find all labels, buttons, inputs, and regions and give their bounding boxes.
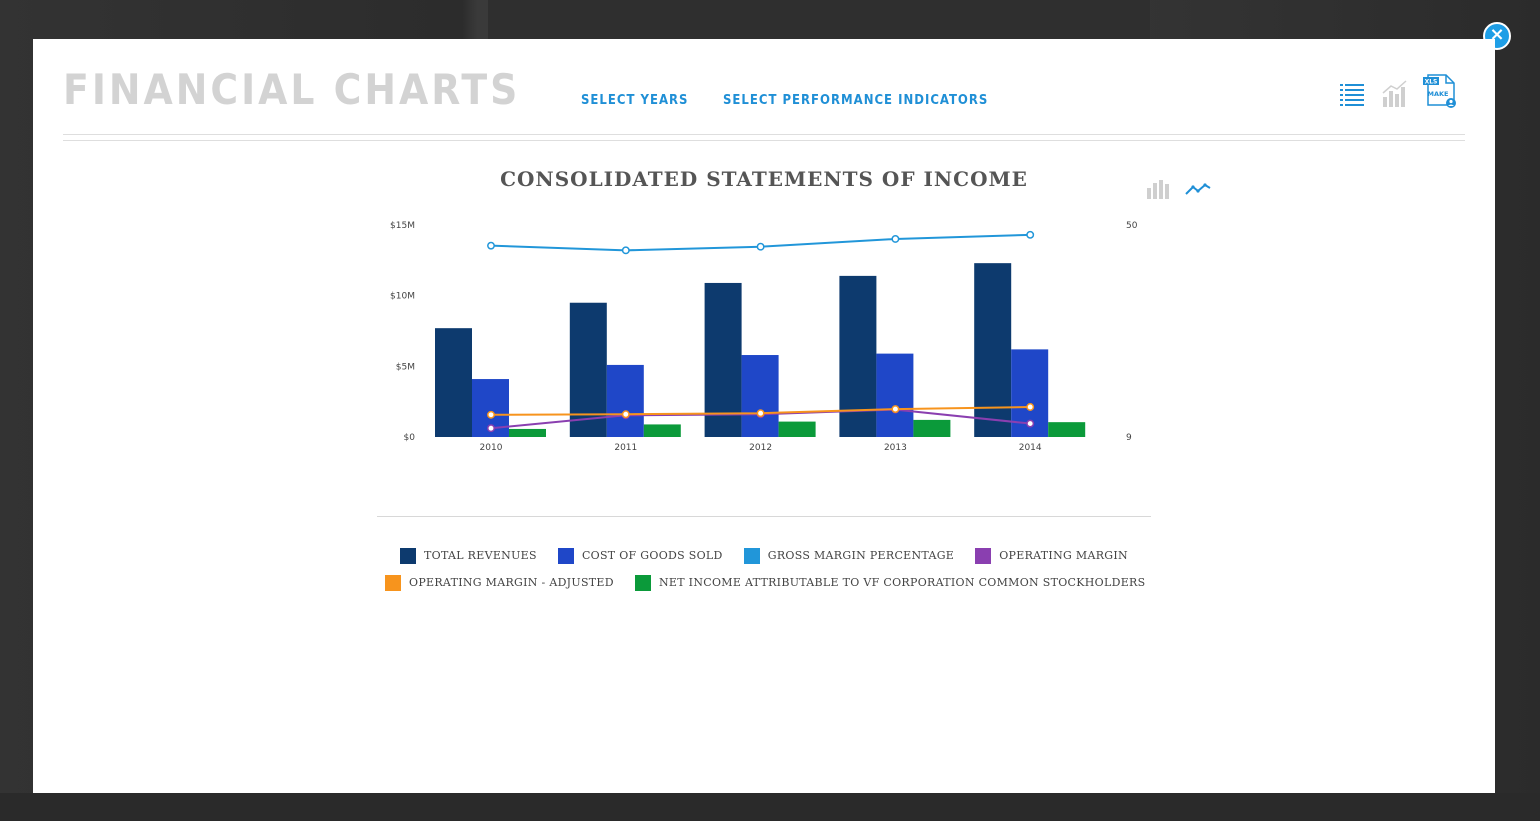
- y-right-tick-label: 50: [1126, 221, 1138, 231]
- header-divider: [63, 134, 1465, 135]
- bar: [778, 421, 816, 437]
- x-tick-label: 2013: [884, 443, 907, 453]
- bar: [876, 353, 914, 437]
- legend-label: NET INCOME ATTRIBUTABLE TO VF CORPORATIO…: [658, 576, 1146, 589]
- bar: [435, 328, 472, 437]
- data-point: [1026, 230, 1035, 239]
- data-point: [756, 242, 765, 251]
- chart-title: CONSOLIDATED STATEMENTS OF INCOME: [500, 167, 1028, 191]
- chart-view-icon[interactable]: [1382, 79, 1408, 113]
- legend-item-operating-margin[interactable]: OPERATING MARGIN: [975, 545, 1128, 564]
- bar: [974, 263, 1012, 437]
- bar: [741, 355, 779, 437]
- bar: [1048, 422, 1086, 437]
- legend-item-cost-of-goods-sold[interactable]: COST OF GOODS SOLD: [557, 545, 723, 564]
- x-tick-label: 2010: [480, 443, 503, 453]
- data-point: [891, 405, 900, 414]
- make-label: MAKE: [1428, 90, 1449, 98]
- legend-swatch: [400, 547, 417, 564]
- data-point: [1026, 419, 1035, 428]
- bar: [704, 282, 742, 437]
- legend-swatch: [743, 547, 760, 564]
- data-point: [756, 409, 765, 418]
- background-panel: [0, 793, 1540, 821]
- data-point: [487, 410, 495, 419]
- bar: [839, 275, 877, 437]
- financial-charts-modal: FINANCIAL CHARTS SELECT YEARS SELECT PER…: [33, 39, 1495, 793]
- bar: [643, 424, 681, 437]
- legend-label: TOTAL REVENUES: [424, 549, 537, 562]
- xls-label: XLS: [1425, 79, 1438, 86]
- legend-label: COST OF GOODS SOLD: [581, 549, 723, 562]
- data-point: [487, 424, 495, 433]
- legend-label: GROSS MARGIN PERCENTAGE: [767, 549, 955, 562]
- x-tick-label: 2011: [614, 443, 637, 453]
- data-point: [621, 410, 630, 419]
- y-left-tick-label: $15M: [390, 221, 415, 231]
- data-point: [891, 235, 900, 243]
- legend-item-operating-margin-adjusted[interactable]: OPERATING MARGIN - ADJUSTED: [385, 572, 614, 591]
- y-left-tick-label: $5M: [396, 362, 415, 372]
- data-point: [1026, 403, 1035, 411]
- legend-swatch: [975, 547, 992, 564]
- legend-label: OPERATING MARGIN: [999, 549, 1128, 562]
- x-tick-label: 2012: [749, 443, 772, 453]
- xls-download-icon[interactable]: XLS MAKE: [1422, 73, 1458, 113]
- header-divider: [63, 140, 1465, 141]
- legend-swatch: [557, 547, 574, 564]
- y-left-tick-label: $10M: [390, 292, 415, 302]
- legend-swatch: [634, 574, 651, 591]
- bar: [913, 419, 951, 437]
- background-panel: [488, 0, 1150, 39]
- legend-label: OPERATING MARGIN - ADJUSTED: [409, 576, 614, 589]
- legend-item-net-income[interactable]: NET INCOME ATTRIBUTABLE TO VF CORPORATIO…: [634, 572, 1146, 591]
- income-chart: $0 $5M $10M $15M 9 50 2010 2011 2012 2013 2014: [390, 221, 1138, 453]
- data-point: [487, 241, 495, 250]
- y-right-tick-label: 9: [1126, 433, 1132, 443]
- legend-item-total-revenues[interactable]: TOTAL REVENUES: [400, 545, 537, 564]
- table-view-icon[interactable]: [1340, 81, 1364, 113]
- select-years-link[interactable]: SELECT YEARS: [581, 93, 689, 108]
- y-left-tick-label: $0: [404, 433, 416, 443]
- data-point: [621, 246, 630, 255]
- bar: [509, 428, 546, 437]
- legend-item-gross-margin-percentage[interactable]: GROSS MARGIN PERCENTAGE: [743, 545, 955, 564]
- select-performance-indicators-link[interactable]: SELECT PERFORMANCE INDICATORS: [723, 93, 989, 108]
- legend-row: OPERATING MARGIN - ADJUSTED NET INCOME A…: [377, 571, 1151, 591]
- line-chart-toggle-icon[interactable]: [1185, 181, 1211, 200]
- bar: [606, 364, 644, 437]
- modal-title: FINANCIAL CHARTS: [63, 65, 521, 114]
- x-tick-label: 2014: [1019, 443, 1042, 453]
- legend-row: TOTAL REVENUES COST OF GOODS SOLD GROSS …: [377, 544, 1151, 564]
- legend-swatch: [385, 574, 401, 591]
- legend-divider: [377, 516, 1151, 517]
- bar-chart-toggle-icon[interactable]: [1146, 178, 1170, 204]
